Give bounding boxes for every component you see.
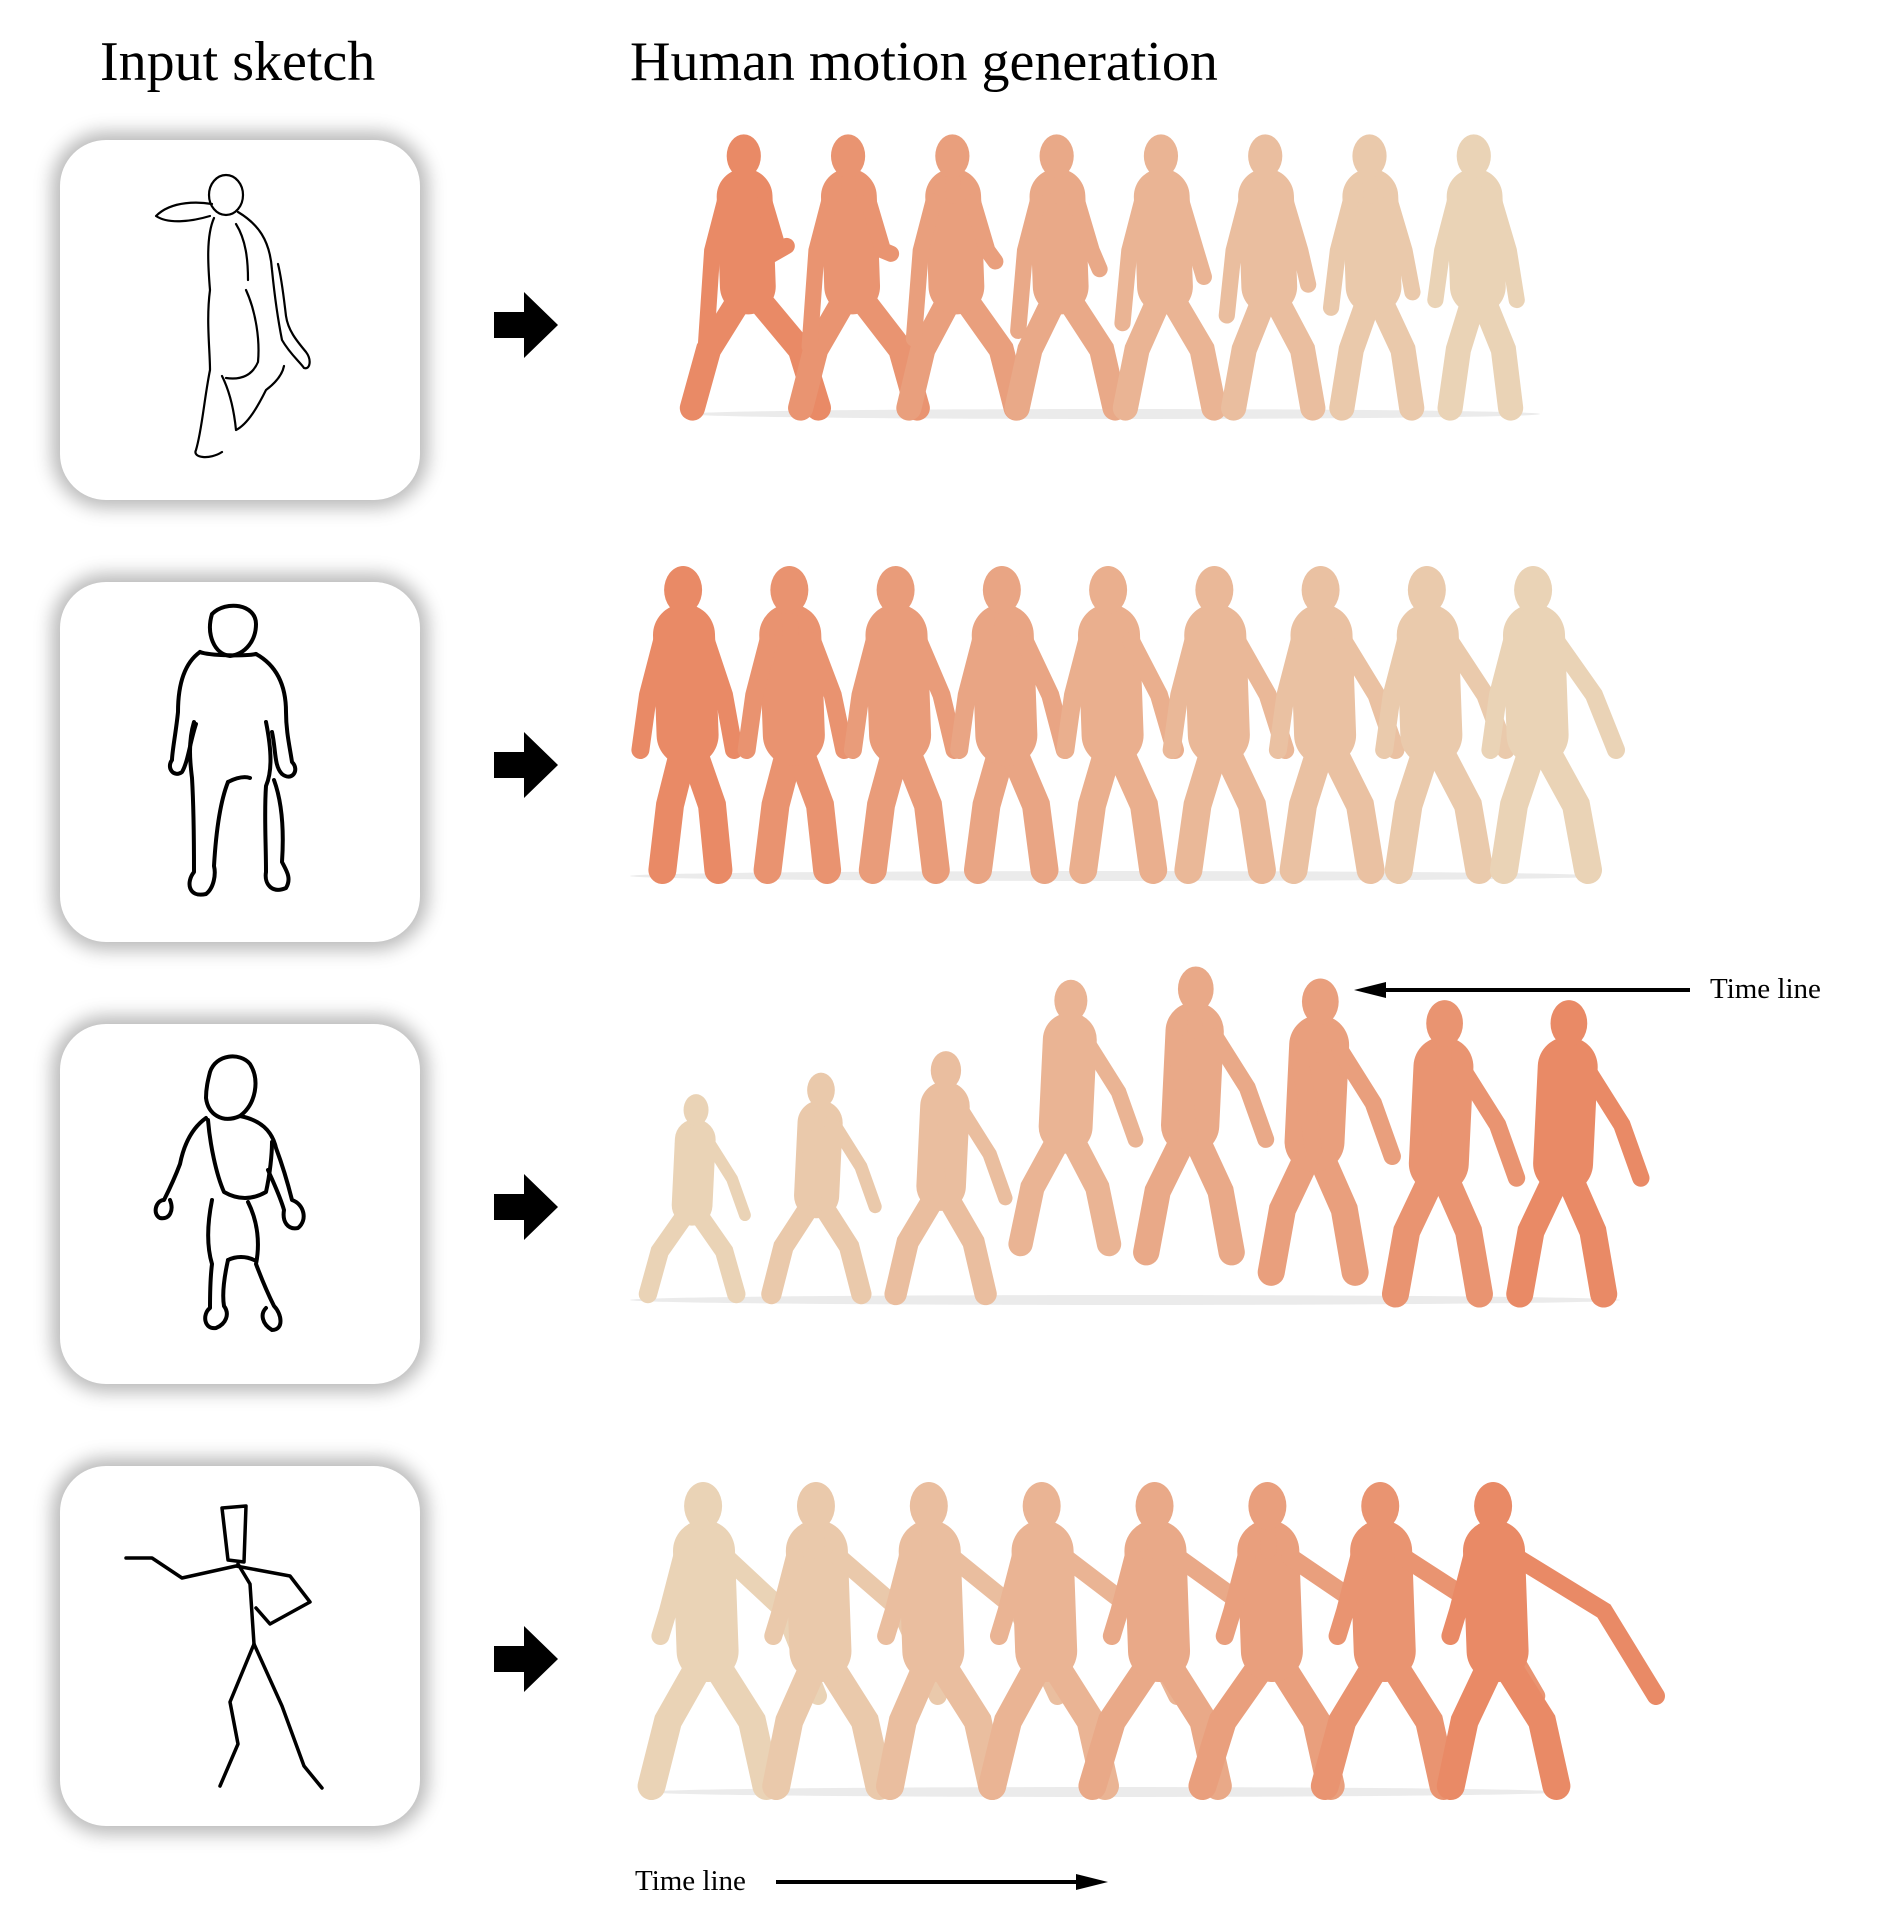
sketch-card-3 (60, 1024, 420, 1384)
motion-row-1 (600, 100, 1880, 520)
sketch-outline-figure-3 (153, 1054, 306, 1332)
human-motion-generation-heading: Human motion generation (630, 31, 1218, 93)
motion-frame-3-3 (884, 1051, 1013, 1306)
timeline-arrow-right-icon (776, 1874, 1108, 1890)
timeline-label-row-2: Time line (1710, 973, 1821, 1005)
motion-frame-4-2 (762, 1482, 947, 1800)
motion-frame-2-5 (1056, 566, 1184, 884)
motion-frame-2-1 (631, 566, 743, 884)
motion-row-3 (600, 966, 1880, 1402)
sketch-card-4 (60, 1466, 420, 1826)
motion-row-4 (600, 1424, 1880, 1844)
motion-frame-1-3 (896, 134, 1029, 421)
motion-frame-3-5 (1133, 966, 1275, 1266)
motion-frame-3-8 (1506, 1000, 1650, 1308)
sketch-card-1 (60, 140, 420, 500)
row-1-arrow-icon (494, 292, 558, 358)
motion-frame-3-1 (638, 1094, 751, 1304)
input-sketch-heading: Input sketch (100, 31, 376, 93)
motion-frame-2-7 (1268, 566, 1405, 884)
motion-frame-1-8 (1427, 134, 1525, 421)
row-4-arrow-icon (494, 1626, 558, 1692)
motion-frame-2-3 (843, 566, 964, 884)
motion-frame-1-7 (1322, 134, 1425, 421)
motion-frame-1-6 (1218, 134, 1326, 421)
motion-row-2 (600, 540, 1880, 960)
sketch-outline-figure-1 (154, 173, 311, 459)
motion-frame-1-5 (1112, 134, 1227, 421)
motion-frame-2-4 (950, 566, 1074, 884)
motion-frame-3-7 (1381, 1000, 1526, 1308)
motion-frame-1-2 (788, 134, 930, 421)
motion-frame-2-9 (1481, 566, 1625, 884)
timeline-arrow-left-icon (1354, 982, 1690, 998)
row-3-arrow-icon (494, 1174, 558, 1240)
sketch-outline-figure-2 (167, 603, 298, 897)
motion-frame-4-8 (1436, 1482, 1665, 1800)
ground-shadow (630, 1295, 1620, 1305)
row-2-arrow-icon (494, 732, 558, 798)
motion-frame-1-4 (1004, 134, 1128, 421)
motion-frame-3-6 (1257, 978, 1401, 1286)
sketch-stick-figure-4 (124, 1504, 324, 1790)
motion-frame-1-1 (679, 134, 831, 421)
motion-frame-2-6 (1162, 566, 1295, 884)
timeline-label-row-4: Time line (635, 1865, 746, 1897)
sketch-card-2 (60, 582, 420, 942)
motion-frame-2-2 (737, 566, 854, 884)
motion-frame-3-4 (1008, 979, 1144, 1257)
motion-frame-2-8 (1375, 566, 1515, 884)
motion-frame-3-2 (761, 1072, 882, 1305)
